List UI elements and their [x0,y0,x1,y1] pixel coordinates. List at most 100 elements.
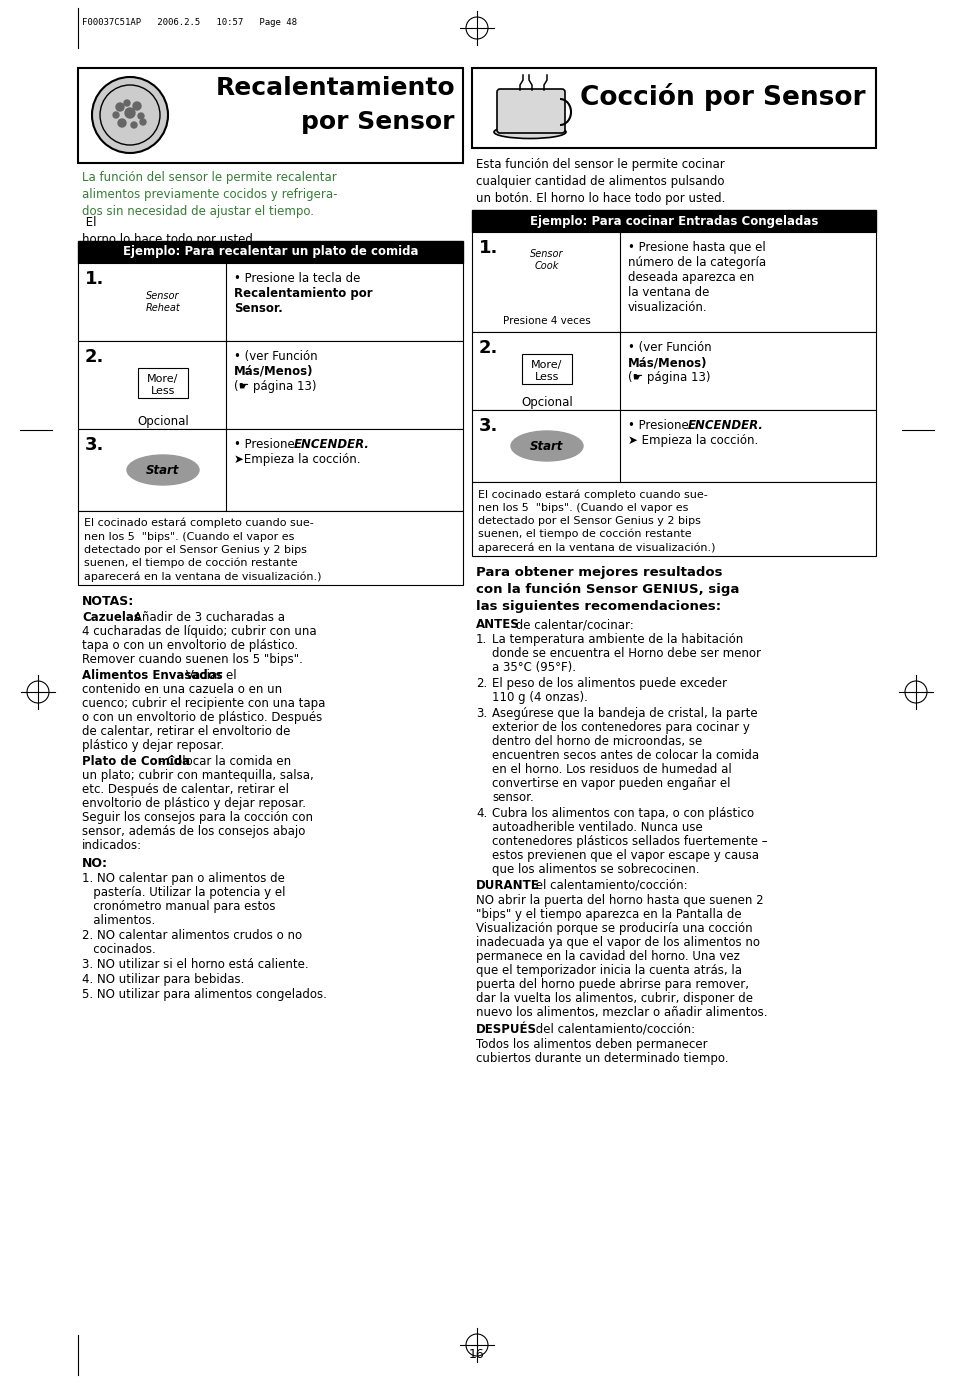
Text: dentro del horno de microondas, se: dentro del horno de microondas, se [492,734,701,748]
Text: • Presione hasta que el: • Presione hasta que el [627,241,765,254]
Text: More/
Less: More/ Less [147,375,178,396]
Text: nuevo los alimentos, mezclar o añadir alimentos.: nuevo los alimentos, mezclar o añadir al… [476,1005,767,1019]
FancyBboxPatch shape [472,232,875,332]
Text: La función del sensor le permite recalentar
alimentos previamente cocidos y refr: La función del sensor le permite recalen… [82,171,337,219]
Text: Más/Menos): Más/Menos) [233,365,314,378]
Text: Start: Start [530,440,563,452]
Text: donde se encuentra el Horno debe ser menor: donde se encuentra el Horno debe ser men… [492,647,760,660]
FancyBboxPatch shape [472,68,875,148]
Circle shape [131,122,137,129]
FancyBboxPatch shape [78,241,462,263]
Text: contenedores plásticos sellados fuertemente –: contenedores plásticos sellados fuerteme… [492,835,767,848]
Text: autoadherible ventilado. Nunca use: autoadherible ventilado. Nunca use [492,822,702,834]
Text: plástico y dejar reposar.: plástico y dejar reposar. [82,739,224,752]
Text: Recalentamiento: Recalentamiento [215,76,455,100]
Text: dar la vuelta los alimentos, cubrir, disponer de: dar la vuelta los alimentos, cubrir, dis… [476,992,752,1005]
Text: por Sensor: por Sensor [301,111,455,134]
FancyBboxPatch shape [497,89,564,133]
Text: que el temporizador inicia la cuenta atrás, la: que el temporizador inicia la cuenta atr… [476,964,741,976]
Text: Plato de Comida: Plato de Comida [82,755,190,768]
Text: 1.: 1. [478,239,497,257]
Text: etc. Después de calentar, retirar el: etc. Después de calentar, retirar el [82,783,289,797]
Text: de calentar/cocinar:: de calentar/cocinar: [512,618,633,631]
Text: 3.: 3. [478,418,497,436]
Text: 4.: 4. [476,808,487,820]
FancyBboxPatch shape [472,409,875,483]
Text: "bips" y el tiempo aparezca en la Pantalla de: "bips" y el tiempo aparezca en la Pantal… [476,909,740,921]
Circle shape [124,100,130,106]
Text: ENCENDER.: ENCENDER. [294,438,370,451]
Text: permanece en la cavidad del horno. Una vez: permanece en la cavidad del horno. Una v… [476,950,740,963]
Text: Alimentos Envasados: Alimentos Envasados [82,669,222,682]
Text: NO abrir la puerta del horno hasta que suenen 2: NO abrir la puerta del horno hasta que s… [476,893,762,907]
Text: 4 cucharadas de líquido; cubrir con una: 4 cucharadas de líquido; cubrir con una [82,625,316,638]
Text: Ejemplo: Para cocinar Entradas Congeladas: Ejemplo: Para cocinar Entradas Congelada… [529,214,818,227]
Text: El cocinado estará completo cuando sue-
nen los 5  "bips". (Cuando el vapor es
d: El cocinado estará completo cuando sue- … [84,519,321,582]
Text: El cocinado estará completo cuando sue-
nen los 5  "bips". (Cuando el vapor es
d: El cocinado estará completo cuando sue- … [477,490,715,553]
Text: sensor.: sensor. [492,791,533,804]
Text: More/
Less: More/ Less [531,360,562,382]
FancyBboxPatch shape [78,263,462,342]
Text: El peso de los alimentos puede exceder: El peso de los alimentos puede exceder [492,678,726,690]
Text: tapa o con un envoltorio de plástico.: tapa o con un envoltorio de plástico. [82,639,297,651]
Text: 110 g (4 onzas).: 110 g (4 onzas). [492,692,587,704]
Text: convertirse en vapor pueden engañar el: convertirse en vapor pueden engañar el [492,777,730,790]
Text: 2.: 2. [85,349,104,366]
Text: - Colocar la comida en: - Colocar la comida en [154,755,291,768]
Text: cocinados.: cocinados. [82,943,155,956]
Text: la ventana de: la ventana de [627,286,709,299]
Text: 3. NO utilizar si el horno está caliente.: 3. NO utilizar si el horno está caliente… [82,958,309,971]
Text: • Presione: • Presione [627,419,692,431]
Text: • (ver Función: • (ver Función [233,350,317,362]
Text: Sensor
Reheat: Sensor Reheat [146,290,180,313]
Circle shape [116,102,124,111]
Text: • Presione: • Presione [233,438,298,451]
Text: puerta del horno puede abrirse para remover,: puerta del horno puede abrirse para remo… [476,978,748,992]
Text: Start: Start [146,463,179,477]
Circle shape [91,77,168,154]
FancyBboxPatch shape [78,429,462,510]
Text: de calentar, retirar el envoltorio de: de calentar, retirar el envoltorio de [82,725,290,739]
Text: Opcional: Opcional [520,396,572,409]
Text: 5. NO utilizar para alimentos congelados.: 5. NO utilizar para alimentos congelados… [82,987,327,1001]
Text: del calentamiento/cocción:: del calentamiento/cocción: [532,1023,695,1036]
Ellipse shape [127,455,199,485]
Text: exterior de los contenedores para cocinar y: exterior de los contenedores para cocina… [492,721,749,734]
Text: Para obtener mejores resultados
con la función Sensor GENIUS, siga
las siguiente: Para obtener mejores resultados con la f… [476,566,739,613]
Text: encuentren secos antes de colocar la comida: encuentren secos antes de colocar la com… [492,750,759,762]
Text: Visualización porque se produciría una cocción: Visualización porque se produciría una c… [476,922,752,935]
FancyBboxPatch shape [78,510,462,585]
Text: Sensor.: Sensor. [233,301,282,315]
Text: - Añadir de 3 cucharadas a: - Añadir de 3 cucharadas a [122,611,285,624]
Text: Opcional: Opcional [137,415,189,427]
Text: 3.: 3. [476,707,487,721]
Ellipse shape [511,431,582,461]
Text: cubiertos durante un determinado tiempo.: cubiertos durante un determinado tiempo. [476,1052,728,1065]
FancyBboxPatch shape [472,332,875,409]
Text: inadecuada ya que el vapor de los alimentos no: inadecuada ya que el vapor de los alimen… [476,936,760,949]
Text: o con un envoltorio de plástico. Después: o con un envoltorio de plástico. Después [82,711,322,723]
Text: (☛ página 13): (☛ página 13) [233,380,316,393]
Text: estos previenen que el vapor escape y causa: estos previenen que el vapor escape y ca… [492,849,759,862]
Text: cronómetro manual para estos: cronómetro manual para estos [82,900,275,913]
Text: alimentos.: alimentos. [82,914,155,927]
Text: ➤Empieza la cocción.: ➤Empieza la cocción. [233,454,360,466]
Text: ➤ Empieza la cocción.: ➤ Empieza la cocción. [627,434,758,447]
Text: - Vaciar el: - Vaciar el [174,669,236,682]
Text: número de la categoría: número de la categoría [627,256,765,270]
Text: pastería. Utilizar la potencia y el: pastería. Utilizar la potencia y el [82,887,285,899]
Text: 3.: 3. [85,436,104,454]
Text: Más/Menos): Más/Menos) [627,355,707,369]
Text: Sensor
Cook: Sensor Cook [530,249,563,271]
Text: 1. NO calentar pan o alimentos de: 1. NO calentar pan o alimentos de [82,873,285,885]
Circle shape [125,108,135,118]
FancyBboxPatch shape [521,354,572,384]
FancyBboxPatch shape [472,483,875,556]
FancyBboxPatch shape [78,342,462,429]
Text: 2.: 2. [478,339,497,357]
Text: NO:: NO: [82,857,108,870]
Text: Cazuelas: Cazuelas [82,611,141,624]
Text: Presione 4 veces: Presione 4 veces [502,315,590,326]
Text: • (ver Función: • (ver Función [627,342,711,354]
Text: en el horno. Los residuos de humedad al: en el horno. Los residuos de humedad al [492,763,731,776]
